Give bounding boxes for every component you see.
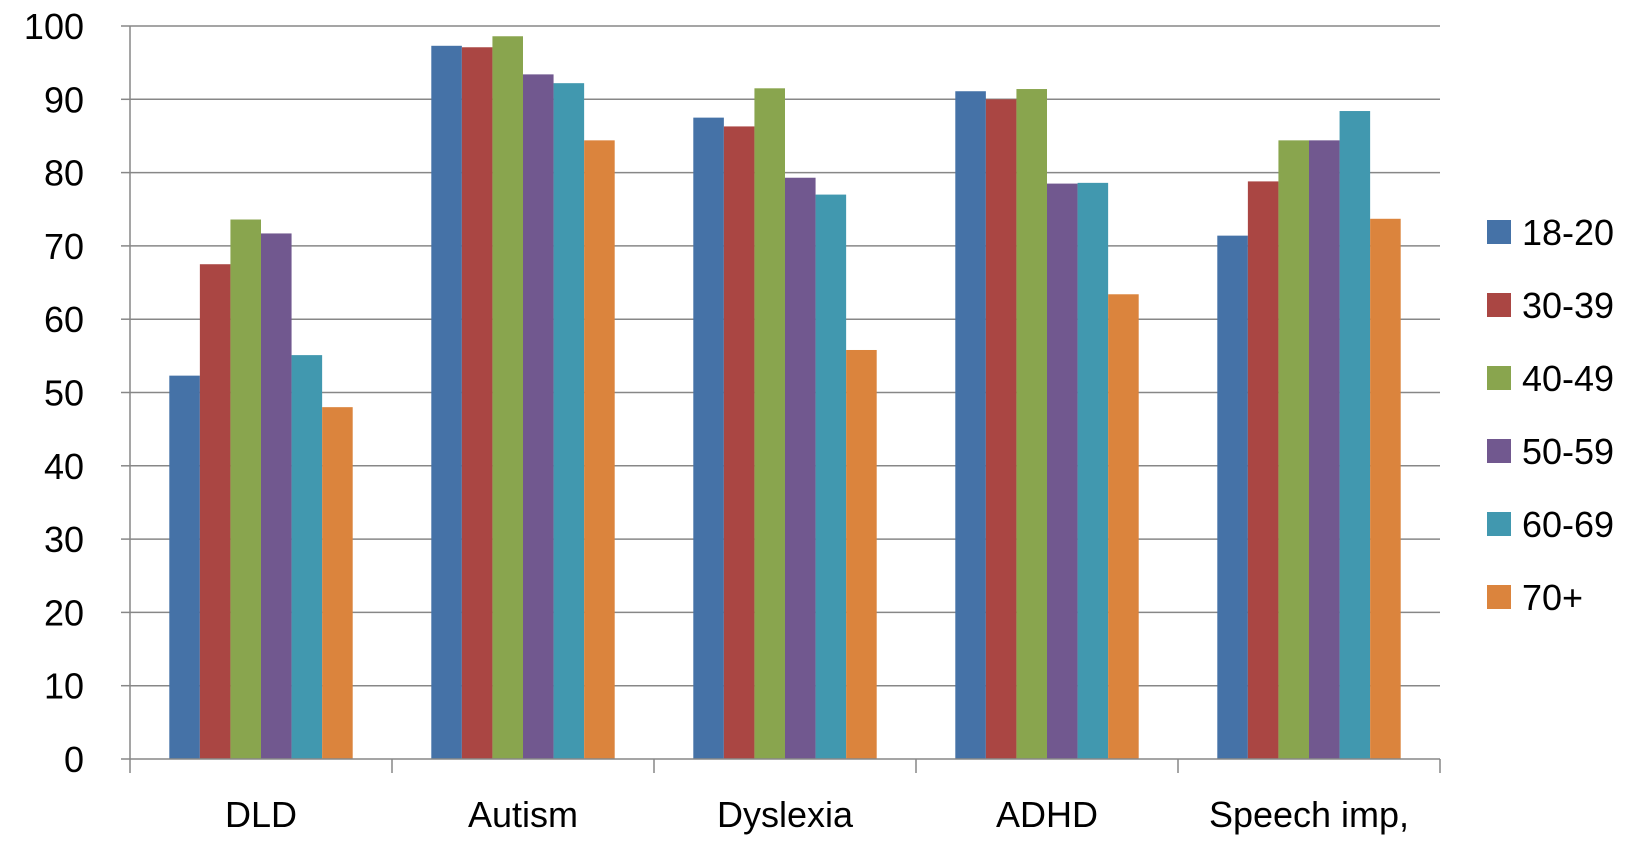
bar-speech-imp-70plus bbox=[1370, 218, 1401, 760]
bar-adhd-30-39 bbox=[985, 99, 1017, 760]
bar-autism-18-20 bbox=[431, 45, 462, 759]
bar-autism-70plus bbox=[584, 140, 615, 759]
bars bbox=[169, 36, 1401, 760]
x-tick-label: ADHD bbox=[996, 794, 1098, 835]
legend-label: 40-49 bbox=[1522, 358, 1614, 399]
axes bbox=[121, 25, 1441, 773]
bar-adhd-70plus bbox=[1108, 294, 1139, 759]
bar-autism-40-49 bbox=[492, 36, 523, 759]
legend-swatch bbox=[1487, 585, 1511, 609]
bar-dyslexia-60-69 bbox=[815, 194, 847, 760]
legend-label: 30-39 bbox=[1522, 285, 1614, 326]
bar-dld-40-49 bbox=[230, 219, 261, 760]
legend-swatch bbox=[1487, 366, 1511, 390]
y-tick-label: 60 bbox=[44, 299, 84, 340]
y-tick-label: 0 bbox=[64, 739, 84, 780]
legend: 18-20 30-39 40-49 50-59 60-69 70+ bbox=[1487, 212, 1614, 618]
bar-dyslexia-50-59 bbox=[785, 177, 816, 759]
y-tick-label: 50 bbox=[44, 373, 84, 414]
bar-adhd-50-59 bbox=[1047, 183, 1078, 760]
legend-label: 18-20 bbox=[1522, 212, 1614, 253]
bar-autism-30-39 bbox=[461, 47, 493, 759]
bar-autism-60-69 bbox=[553, 83, 585, 759]
y-tick-label: 20 bbox=[44, 592, 84, 633]
legend-swatch bbox=[1487, 512, 1511, 536]
y-tick-label: 70 bbox=[44, 226, 84, 267]
bar-autism-50-59 bbox=[523, 74, 554, 760]
x-axis-tick-labels: DLD Autism Dyslexia ADHD Speech imp, bbox=[225, 794, 1409, 835]
y-tick-label: 30 bbox=[44, 519, 84, 560]
bar-speech-imp-40-49 bbox=[1278, 140, 1309, 759]
bar-dyslexia-70plus bbox=[846, 349, 877, 759]
bar-speech-imp-18-20 bbox=[1217, 235, 1248, 759]
bar-speech-imp-30-39 bbox=[1247, 181, 1279, 759]
bar-adhd-18-20 bbox=[955, 91, 986, 759]
legend-swatch bbox=[1487, 220, 1511, 244]
bar-dyslexia-30-39 bbox=[723, 126, 755, 759]
bar-speech-imp-50-59 bbox=[1309, 140, 1340, 759]
y-tick-label: 100 bbox=[24, 6, 84, 47]
legend-label: 70+ bbox=[1522, 577, 1583, 618]
y-tick-label: 80 bbox=[44, 153, 84, 194]
x-tick-label: DLD bbox=[225, 794, 297, 835]
y-tick-label: 40 bbox=[44, 446, 84, 487]
bar-adhd-40-49 bbox=[1016, 89, 1047, 759]
bar-dyslexia-18-20 bbox=[693, 117, 724, 759]
y-axis-tick-labels: 0 10 20 30 40 50 60 70 80 90 100 bbox=[24, 6, 84, 780]
x-tick-label: Autism bbox=[468, 794, 578, 835]
bar-dld-50-59 bbox=[261, 233, 292, 760]
x-tick-label: Dyslexia bbox=[717, 794, 854, 835]
legend-label: 50-59 bbox=[1522, 431, 1614, 472]
bar-adhd-60-69 bbox=[1077, 182, 1109, 759]
y-tick-label: 10 bbox=[44, 666, 84, 707]
bar-dld-60-69 bbox=[291, 355, 323, 759]
bar-speech-imp-60-69 bbox=[1339, 111, 1371, 759]
legend-swatch bbox=[1487, 439, 1511, 463]
bar-dld-70plus bbox=[322, 407, 353, 759]
bar-dld-30-39 bbox=[199, 264, 231, 759]
y-tick-label: 90 bbox=[44, 79, 84, 120]
legend-label: 60-69 bbox=[1522, 504, 1614, 545]
x-tick-label: Speech imp, bbox=[1209, 794, 1409, 835]
legend-swatch bbox=[1487, 293, 1511, 317]
bar-dyslexia-40-49 bbox=[754, 88, 785, 760]
bar-dld-18-20 bbox=[169, 375, 200, 759]
